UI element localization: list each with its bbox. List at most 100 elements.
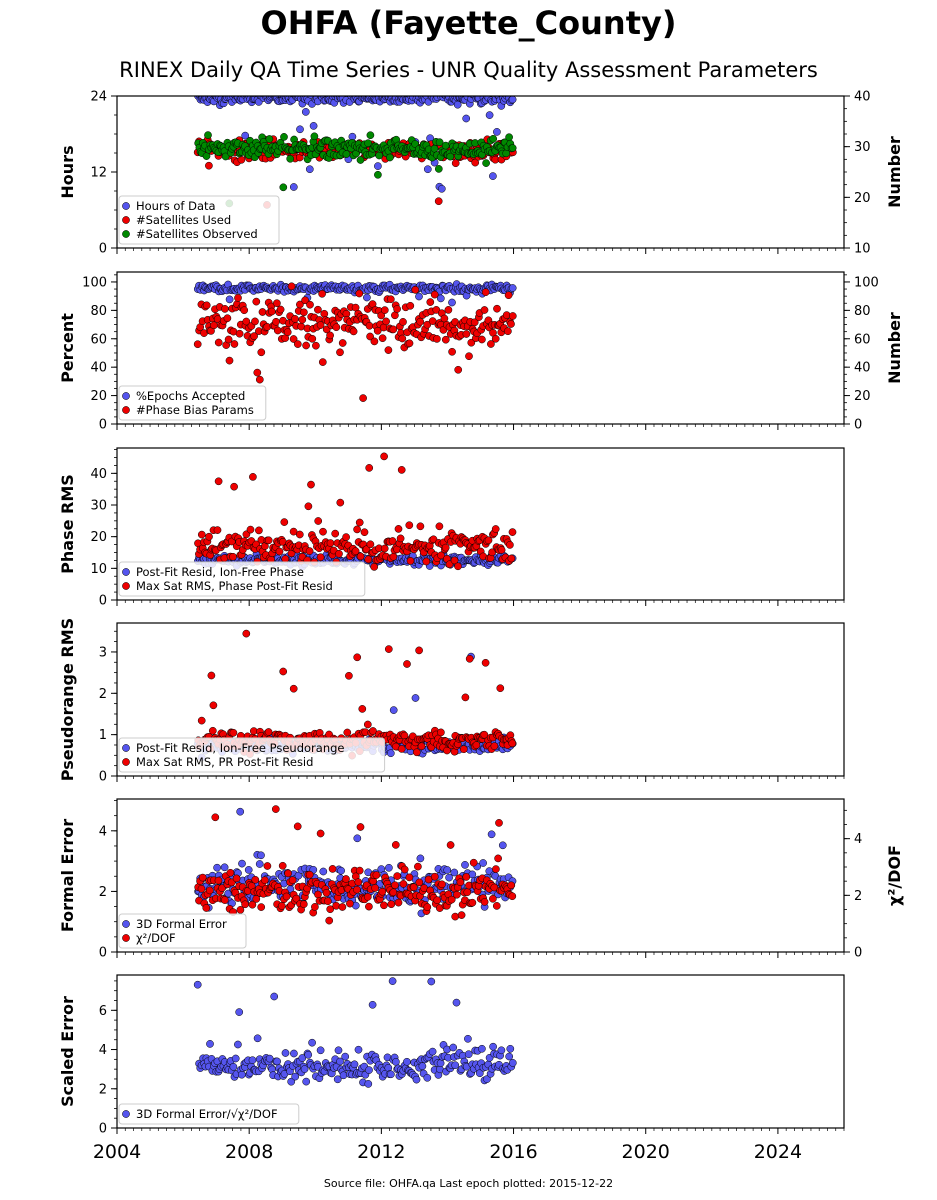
data-point <box>508 96 517 104</box>
data-point <box>231 1054 240 1063</box>
data-point <box>384 346 393 354</box>
data-point <box>493 128 501 136</box>
data-point <box>478 1044 486 1053</box>
data-point <box>236 807 245 816</box>
data-point <box>305 547 314 555</box>
data-point <box>430 872 439 881</box>
data-point <box>387 900 396 909</box>
data-point <box>489 894 497 903</box>
legend-entry: #Satellites Observed <box>136 227 258 241</box>
data-point <box>411 694 420 702</box>
data-point <box>356 823 365 831</box>
data-point <box>356 156 365 164</box>
data-point <box>374 170 382 179</box>
data-point <box>368 1000 377 1009</box>
data-point <box>378 887 387 896</box>
data-point <box>369 727 377 735</box>
data-point <box>388 537 397 545</box>
legend-entry: Max Sat RMS, Phase Post-Fit Resid <box>136 579 333 593</box>
data-point <box>355 289 364 298</box>
data-point <box>226 868 235 877</box>
data-point <box>332 323 341 332</box>
data-point <box>265 135 274 143</box>
data-point <box>454 365 463 374</box>
y-tick-label: 2 <box>99 1082 107 1097</box>
data-point <box>264 728 273 736</box>
data-point <box>308 1038 316 1047</box>
data-point <box>386 749 395 758</box>
data-point <box>375 151 384 160</box>
data-point <box>504 291 513 300</box>
data-point <box>292 894 301 903</box>
data-point <box>235 329 244 338</box>
data-point <box>288 876 297 885</box>
data-point <box>257 903 266 911</box>
data-point <box>308 334 317 343</box>
data-point <box>205 161 213 170</box>
data-point <box>363 293 371 302</box>
data-point <box>280 518 289 526</box>
legend-marker <box>122 1110 130 1118</box>
legend-marker <box>122 392 130 400</box>
data-point <box>253 368 262 377</box>
data-point <box>301 108 310 116</box>
y-axis-label: Formal Error <box>58 819 77 932</box>
data-point <box>507 554 516 563</box>
data-point <box>372 871 381 879</box>
data-point <box>493 304 501 313</box>
data-point <box>284 869 292 878</box>
y-tick-label: 2 <box>99 885 107 900</box>
x-tick-label: 2020 <box>622 1141 670 1163</box>
data-point <box>234 1040 242 1049</box>
legend-marker <box>122 758 130 766</box>
data-point <box>273 299 281 308</box>
data-point <box>418 1062 427 1071</box>
data-point <box>304 502 313 511</box>
data-point <box>300 1065 309 1073</box>
data-point <box>489 1042 497 1051</box>
data-point <box>371 884 379 892</box>
data-point <box>318 358 327 366</box>
data-point <box>325 916 334 925</box>
data-point <box>364 555 373 564</box>
data-point <box>445 560 454 569</box>
data-point <box>263 862 272 870</box>
data-point <box>495 819 503 827</box>
data-point <box>229 728 238 737</box>
data-point <box>508 739 517 748</box>
data-point <box>504 327 512 336</box>
series-percent-1 <box>193 282 517 402</box>
data-point <box>341 89 348 96</box>
y2-tick-label: 100 <box>854 275 879 290</box>
points-percent <box>193 280 517 402</box>
points-hours <box>193 89 517 209</box>
page-subtitle: RINEX Daily QA Time Series - UNR Quality… <box>119 58 818 82</box>
data-point <box>240 306 249 315</box>
data-point <box>412 748 421 757</box>
x-tick-label: 2008 <box>225 1141 273 1163</box>
data-point <box>197 884 206 893</box>
data-point <box>400 865 409 874</box>
data-point <box>281 1049 290 1057</box>
data-point <box>293 340 302 348</box>
data-point <box>299 900 308 909</box>
chart-panel-phase: 0 10 20 30 40 Phase RMS Post-Fit Resid, Ion-Fr… <box>58 447 845 609</box>
y2-axis-label: Number <box>885 312 904 384</box>
data-point <box>393 305 401 313</box>
data-point <box>358 705 367 713</box>
data-point <box>255 375 264 384</box>
data-point <box>316 829 325 838</box>
data-point <box>416 317 425 326</box>
data-point <box>423 320 432 329</box>
data-point <box>307 480 315 489</box>
data-point <box>426 298 435 306</box>
y-tick-label: 4 <box>99 824 107 839</box>
data-point <box>338 903 347 911</box>
data-point <box>365 1066 373 1074</box>
data-point <box>507 320 515 328</box>
data-point <box>457 911 466 919</box>
data-point <box>465 654 474 663</box>
data-point <box>384 1064 393 1072</box>
data-point <box>225 295 234 304</box>
data-point <box>314 890 322 899</box>
